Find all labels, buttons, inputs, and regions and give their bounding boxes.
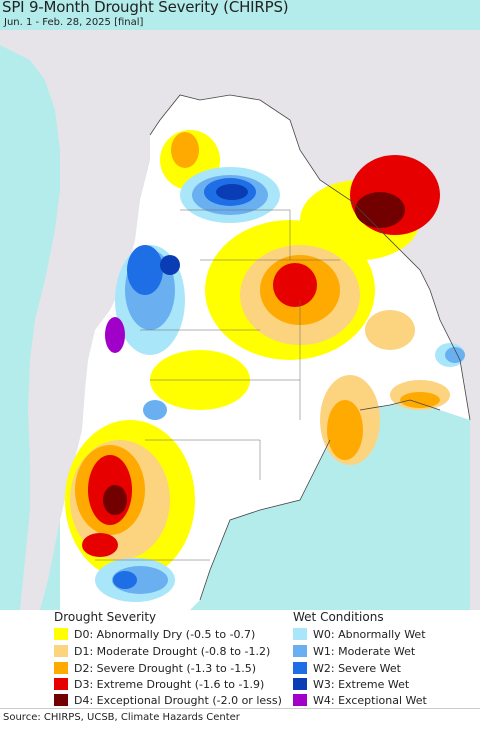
legend-label: D2: Severe Drought (-1.3 to -1.5) — [74, 661, 257, 675]
legend-label: W1: Moderate Wet — [313, 644, 416, 658]
legend-label: W2: Severe Wet — [313, 661, 401, 675]
legend-item-w4: W4: Exceptional Wet — [293, 692, 427, 708]
legend-item-d0: D0: Abnormally Dry (-0.5 to -0.7) — [54, 626, 255, 642]
legend-swatch — [54, 662, 68, 674]
wet-legend-title: Wet Conditions — [293, 610, 384, 624]
legend-label: D0: Abnormally Dry (-0.5 to -0.7) — [74, 627, 256, 641]
legend-item-d3: D3: Extreme Drought (-1.6 to -1.9) — [54, 676, 264, 692]
legend-item-w0: W0: Abnormally Wet — [293, 626, 426, 642]
legend-label: D3: Extreme Drought (-1.6 to -1.9) — [74, 677, 265, 691]
legend-label: W3: Extreme Wet — [313, 677, 410, 691]
legend-swatch — [54, 645, 68, 657]
legend-item-d4: D4: Exceptional Drought (-2.0 or less) — [54, 692, 282, 708]
province-borders — [95, 209, 340, 561]
legend-item-w1: W1: Moderate Wet — [293, 643, 415, 659]
drought-map — [0, 0, 480, 610]
legend-item-w3: W3: Extreme Wet — [293, 676, 409, 692]
legend-swatch — [293, 628, 307, 640]
legend-label: D4: Exceptional Drought (-2.0 or less) — [74, 693, 282, 707]
legend-label: W0: Abnormally Wet — [313, 627, 426, 641]
source-credit: Source: CHIRPS, UCSB, Climate Hazards Ce… — [3, 712, 240, 723]
map-title: SPI 9-Month Drought Severity (CHIRPS) — [2, 0, 289, 16]
legend-item-d2: D2: Severe Drought (-1.3 to -1.5) — [54, 660, 256, 676]
legend-swatch — [54, 694, 68, 706]
legend-swatch — [54, 628, 68, 640]
legend-label: W4: Exceptional Wet — [313, 693, 427, 707]
source-divider — [0, 708, 480, 709]
legend-item-w2: W2: Severe Wet — [293, 660, 401, 676]
outside-land-west — [0, 30, 150, 610]
legend-swatch — [54, 678, 68, 690]
country-borders — [149, 94, 471, 601]
legend-swatch — [293, 662, 307, 674]
drought-legend-title: Drought Severity — [54, 610, 157, 624]
legend-label: D1: Moderate Drought (-0.8 to -1.2) — [74, 644, 271, 658]
map-subtitle: Jun. 1 - Feb. 28, 2025 [final] — [4, 17, 144, 28]
legend-swatch — [293, 678, 307, 690]
legend-swatch — [293, 694, 307, 706]
legend-swatch — [293, 645, 307, 657]
legend-item-d1: D1: Moderate Drought (-0.8 to -1.2) — [54, 643, 270, 659]
